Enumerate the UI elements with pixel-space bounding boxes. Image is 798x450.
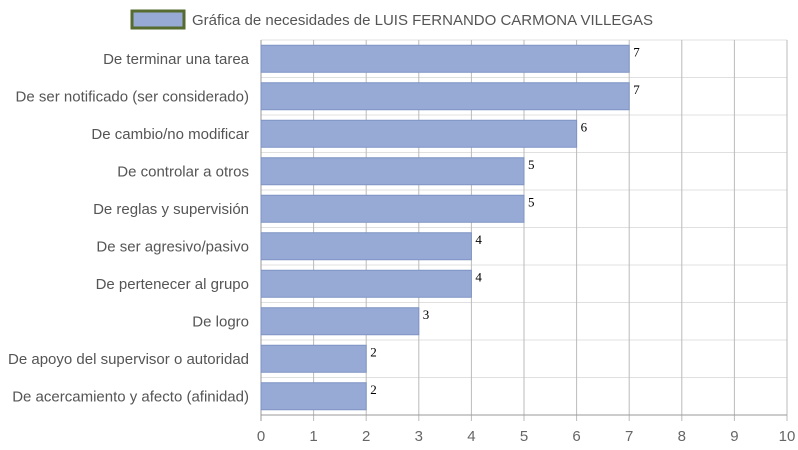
data-label: 5 xyxy=(528,194,535,209)
data-label: 4 xyxy=(475,269,482,284)
data-labels: 7 7 6 5 5 4 4 3 2 2 xyxy=(370,44,640,397)
data-label: 5 xyxy=(528,157,535,172)
x-tick-label: 5 xyxy=(520,428,528,445)
category-label: De logro xyxy=(192,313,249,330)
data-label: 2 xyxy=(370,382,377,397)
bar[interactable] xyxy=(260,119,578,148)
category-label: De pertenecer al grupo xyxy=(96,276,249,293)
category-label: De ser agresivo/pasivo xyxy=(96,238,249,255)
data-label: 3 xyxy=(423,307,430,322)
bar[interactable] xyxy=(260,344,367,373)
x-tick-label: 1 xyxy=(309,428,317,445)
bar[interactable] xyxy=(260,157,525,186)
data-label: 7 xyxy=(633,44,640,59)
data-label: 4 xyxy=(475,232,482,247)
bar[interactable] xyxy=(260,232,472,261)
category-label: De acercamiento y afecto (afinidad) xyxy=(12,388,249,405)
x-tick-label: 8 xyxy=(678,428,686,445)
bar[interactable] xyxy=(260,194,525,223)
bars xyxy=(260,44,630,411)
x-tick-label: 7 xyxy=(625,428,633,445)
bar[interactable] xyxy=(260,82,630,111)
x-tick-label: 9 xyxy=(730,428,738,445)
category-label: De reglas y supervisión xyxy=(93,201,249,218)
category-label: De apoyo del supervisor o autoridad xyxy=(8,351,249,368)
x-tick-label: 6 xyxy=(572,428,580,445)
x-tick-label: 3 xyxy=(415,428,423,445)
category-label: De cambio/no modificar xyxy=(91,126,249,143)
category-label: De ser notificado (ser considerado) xyxy=(16,88,249,105)
x-tick-label: 4 xyxy=(467,428,475,445)
legend[interactable]: Gráfica de necesidades de LUIS FERNANDO … xyxy=(130,9,653,30)
bar[interactable] xyxy=(260,44,630,73)
data-label: 6 xyxy=(581,119,588,134)
bar[interactable] xyxy=(260,307,420,336)
bar[interactable] xyxy=(260,269,472,298)
data-label: 7 xyxy=(633,82,640,97)
x-tick-label: 10 xyxy=(779,428,796,445)
x-tick-label: 2 xyxy=(362,428,370,445)
category-label: De terminar una tarea xyxy=(103,51,250,68)
bar[interactable] xyxy=(260,382,367,411)
data-label: 2 xyxy=(370,344,377,359)
category-labels: De terminar una tarea De ser notificado (… xyxy=(8,51,250,406)
x-axis-ticks: 0 1 2 3 4 5 6 7 8 9 10 xyxy=(257,428,796,445)
category-label: De controlar a otros xyxy=(117,163,249,180)
legend-swatch xyxy=(130,9,186,30)
x-tick-label: 0 xyxy=(257,428,265,445)
legend-label: Gráfica de necesidades de LUIS FERNANDO … xyxy=(192,12,653,29)
